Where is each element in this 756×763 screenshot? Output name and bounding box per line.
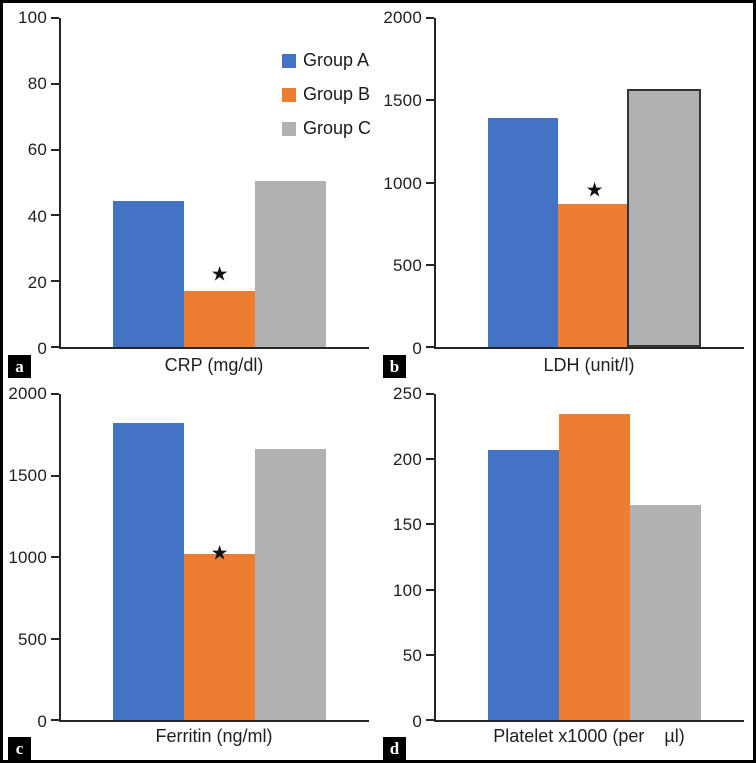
panel-c-ferritin-chart: 0 500 1000 1500 2000 ★ Ferritin (ng/ml) c	[3, 380, 378, 760]
bar-group-a	[113, 200, 185, 347]
y-tick-mark	[426, 99, 434, 102]
y-tick-mark	[51, 148, 59, 151]
panel-d-platelet-chart: 0 50 100 150 200 250 Platelet x1000 (per µl) d	[378, 380, 753, 760]
bar-group	[113, 18, 326, 347]
legend-label: Group A	[302, 50, 370, 70]
y-tick-label: 20	[27, 272, 47, 292]
y-tick-mark	[426, 17, 434, 19]
plot-area: ★	[426, 17, 744, 349]
bar-group	[488, 394, 701, 720]
panel-letter-badge: c	[8, 737, 31, 760]
legend: Group A Group B Group C	[281, 50, 371, 152]
bar-group-b	[184, 291, 256, 347]
bar-group-c	[627, 88, 701, 347]
y-tick-mark	[51, 637, 59, 640]
y-tick-label: 40	[27, 206, 47, 226]
significance-star: ★	[585, 179, 604, 202]
panel-b-ldh-chart: 0 500 1000 1500 2000 ★ LDH (unit/l) b	[378, 3, 753, 380]
x-axis-title: Platelet x1000 (per µl)	[493, 726, 685, 746]
y-tick-label: 1500	[383, 90, 422, 110]
x-axis-title: Ferritin (ng/ml)	[155, 726, 273, 746]
y-axis-labels: 0 500 1000 1500 2000	[3, 384, 51, 731]
y-tick-mark	[51, 393, 59, 395]
y-tick-mark	[426, 653, 434, 656]
y-tick-mark	[51, 17, 59, 19]
bar-group-a	[113, 423, 185, 720]
y-tick-label: 0	[37, 712, 47, 731]
bar-group-c	[255, 449, 326, 720]
bar-group-b	[559, 413, 631, 720]
y-tick-label: 1000	[383, 173, 422, 193]
y-tick-mark	[51, 474, 59, 477]
bar-group-c	[630, 504, 701, 720]
y-tick-label: 50	[402, 646, 422, 666]
panel-letter-badge: b	[383, 355, 406, 378]
y-tick-mark	[426, 588, 434, 591]
panel-letter-badge: d	[383, 737, 406, 760]
y-tick-label: 2000	[383, 8, 422, 27]
bar-group-a	[488, 450, 560, 720]
plot-area	[426, 393, 744, 722]
y-tick-label: 200	[393, 449, 422, 469]
y-tick-label: 60	[27, 140, 47, 160]
y-tick-label: 500	[393, 256, 422, 276]
y-tick-label: 1000	[8, 548, 47, 567]
bar-group-c	[255, 180, 326, 347]
y-tick-label: 250	[393, 384, 422, 403]
y-tick-mark	[51, 214, 59, 217]
y-axis-labels: 0 500 1000 1500 2000	[378, 8, 426, 358]
legend-label: Group C	[302, 118, 371, 138]
y-tick-mark	[426, 719, 434, 721]
y-tick-mark	[51, 280, 59, 283]
significance-star: ★	[210, 542, 229, 565]
y-tick-label: 0	[37, 339, 47, 358]
y-tick-label: 0	[412, 339, 422, 358]
legend-swatch-group-b	[281, 87, 296, 102]
y-tick-mark	[426, 458, 434, 461]
y-tick-mark	[426, 523, 434, 526]
y-tick-label: 1500	[8, 466, 47, 485]
legend-item-group-b: Group B	[281, 84, 371, 105]
bar-group-a	[488, 118, 558, 347]
y-tick-mark	[426, 393, 434, 395]
plot-area: ★	[51, 393, 369, 722]
y-tick-mark	[426, 263, 434, 266]
legend-item-group-c: Group C	[281, 118, 371, 139]
y-axis-labels: 0 50 100 150 200 250	[378, 384, 426, 731]
y-tick-label: 100	[18, 8, 47, 27]
y-tick-label: 80	[27, 74, 47, 94]
y-tick-mark	[51, 719, 59, 721]
y-tick-label: 100	[393, 580, 422, 600]
y-tick-label: 150	[393, 515, 422, 535]
legend-label: Group B	[302, 84, 371, 104]
legend-swatch-group-c	[281, 121, 296, 136]
legend-swatch-group-a	[281, 53, 296, 68]
bar-group	[488, 18, 701, 347]
bar-group-b	[557, 203, 628, 347]
x-axis-title: LDH (unit/l)	[543, 355, 635, 375]
x-axis-title: CRP (mg/dl)	[164, 355, 264, 375]
bar-group	[113, 394, 326, 720]
y-tick-label: 2000	[8, 384, 47, 403]
panel-letter-badge: a	[8, 355, 31, 378]
significance-star: ★	[210, 263, 229, 286]
legend-item-group-a: Group A	[281, 50, 371, 71]
y-tick-mark	[51, 82, 59, 85]
y-tick-label: 500	[18, 630, 47, 649]
plot-area: ★	[51, 17, 369, 349]
y-tick-mark	[426, 181, 434, 184]
y-tick-mark	[426, 346, 434, 348]
y-tick-mark	[51, 556, 59, 558]
y-tick-mark	[51, 346, 59, 348]
y-axis-labels: 0 20 40 60 80 100	[3, 8, 51, 358]
y-tick-label: 0	[412, 712, 422, 731]
bar-group-b	[184, 553, 256, 720]
